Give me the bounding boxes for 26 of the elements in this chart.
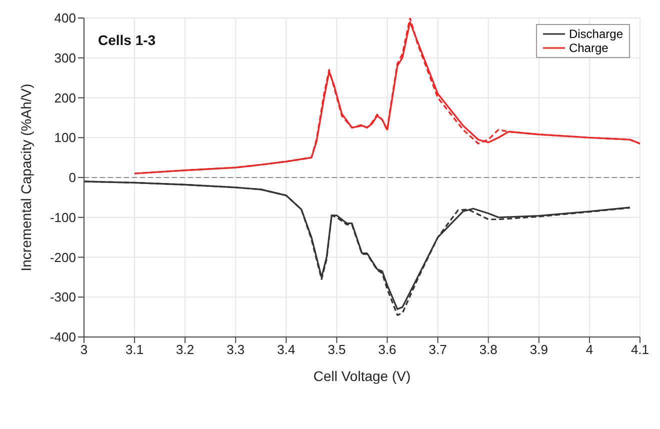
y-tick-label: -300 — [50, 290, 76, 305]
x-tick-label: 3.2 — [176, 342, 194, 358]
y-axis-title: Incremental Capacity (%Ah/V) — [18, 84, 34, 272]
y-tick-label: 300 — [54, 50, 76, 66]
x-tick-label: 3.7 — [428, 342, 447, 358]
x-axis-title: Cell Voltage (V) — [313, 368, 411, 384]
x-tick-label: 4.1 — [630, 342, 650, 358]
x-tick-label: 3 — [80, 342, 88, 358]
legend-label: Discharge — [568, 27, 623, 41]
y-tick-label: 400 — [54, 10, 76, 26]
x-tick-label: 3.5 — [328, 342, 346, 358]
x-tick-label: 3.6 — [378, 342, 396, 358]
y-tick-label: 0 — [68, 170, 76, 186]
legend-label: Charge — [568, 41, 608, 55]
x-tick-label: 3.3 — [226, 342, 245, 358]
y-tick-label: -100 — [50, 210, 76, 225]
x-tick-label: 4 — [586, 342, 594, 358]
annotation: Cells 1-3 — [98, 32, 156, 48]
y-tick-label: -400 — [50, 330, 76, 345]
y-tick-label: -200 — [50, 250, 76, 265]
x-tick-label: 3.1 — [126, 342, 144, 358]
y-tick-label: 200 — [54, 90, 76, 106]
y-tick-label: 100 — [54, 130, 76, 146]
x-tick-label: 3.8 — [479, 342, 498, 358]
x-tick-label: 3.4 — [277, 342, 296, 358]
x-tick-label: 3.9 — [530, 342, 548, 358]
